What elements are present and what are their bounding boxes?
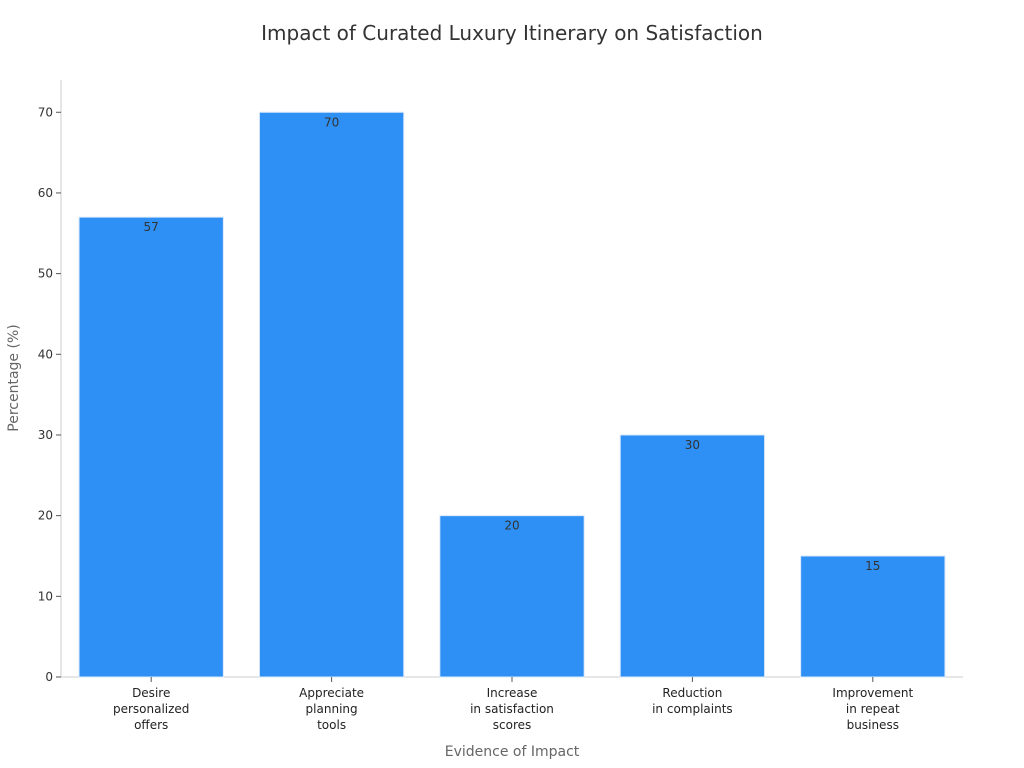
- y-tick-label: 0: [45, 670, 53, 684]
- y-tick-label: 40: [38, 347, 53, 361]
- category-label: offers: [134, 718, 168, 732]
- data-label: 30: [685, 438, 700, 452]
- category-label: Desire: [132, 686, 170, 700]
- category-label: in complaints: [652, 702, 733, 716]
- y-tick-label: 50: [38, 267, 53, 281]
- category-label: planning: [306, 702, 358, 716]
- category-label: personalized: [113, 702, 189, 716]
- data-label: 57: [144, 220, 159, 234]
- y-tick-label: 30: [38, 428, 53, 442]
- category-label: Improvement: [832, 686, 913, 700]
- plot-area: 0 10 20 30 40 50 60 70 57 Desire personalized offer…: [38, 80, 963, 732]
- category-label: Appreciate: [299, 686, 364, 700]
- bar: [619, 434, 766, 678]
- category-label: Increase: [487, 686, 538, 700]
- bar: [78, 216, 224, 678]
- bar: [800, 555, 946, 678]
- data-label: 15: [865, 559, 880, 573]
- bar: [258, 111, 405, 678]
- category-label: tools: [317, 718, 346, 732]
- category-label: business: [847, 718, 899, 732]
- y-tick-label: 70: [38, 105, 53, 119]
- category-label: Reduction: [662, 686, 722, 700]
- x-axis-title: Evidence of Impact: [445, 744, 580, 760]
- category-label: scores: [493, 718, 532, 732]
- category-label: in repeat: [846, 702, 900, 716]
- y-tick-label: 20: [38, 509, 53, 523]
- category-label: in satisfaction: [470, 702, 554, 716]
- y-tick-label: 60: [38, 186, 53, 200]
- y-axis-title: Percentage (%): [6, 324, 22, 431]
- chart-title: Impact of Curated Luxury Itinerary on Sa…: [261, 21, 763, 45]
- y-tick-label: 10: [38, 589, 53, 603]
- data-label: 70: [324, 115, 339, 129]
- bar: [439, 515, 585, 678]
- data-label: 20: [504, 519, 519, 533]
